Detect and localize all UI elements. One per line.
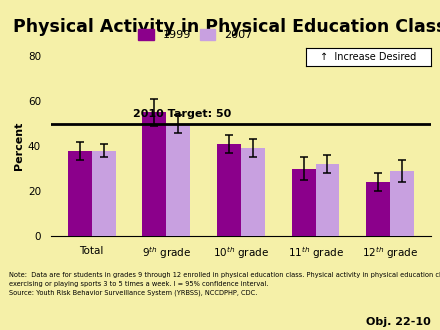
Bar — [143, 112, 166, 236]
Text: Note:  Data are for students in grades 9 through 12 enrolled in physical educati: Note: Data are for students in grades 9 … — [9, 272, 440, 296]
Y-axis label: Percent: Percent — [14, 122, 24, 170]
Bar — [92, 150, 116, 236]
Text: Obj. 22-10: Obj. 22-10 — [367, 317, 431, 327]
Text: ↑  Increase Desired: ↑ Increase Desired — [320, 52, 417, 62]
Bar — [292, 169, 315, 236]
Bar — [366, 182, 390, 236]
Bar — [241, 148, 265, 236]
Legend: 1999, 2007: 1999, 2007 — [138, 29, 253, 40]
Bar — [390, 171, 414, 236]
Bar — [68, 150, 92, 236]
Bar — [166, 123, 190, 236]
Text: Physical Activity in Physical Education Class: Physical Activity in Physical Education … — [13, 17, 440, 36]
Bar — [315, 164, 339, 236]
Text: 2010 Target: 50: 2010 Target: 50 — [133, 109, 232, 119]
Bar — [217, 144, 241, 236]
